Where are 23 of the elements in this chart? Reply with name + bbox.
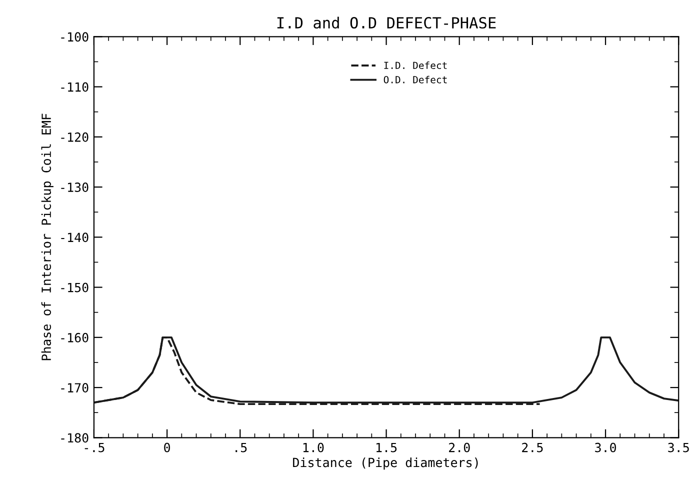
x-tick-label: 2.5 (522, 442, 543, 452)
y-tick-label: -110 (61, 82, 88, 92)
x-tick-label: 3.0 (595, 442, 616, 452)
chart-title: I.D and O.D DEFECT-PHASE (277, 16, 496, 29)
y-tick-label: -180 (61, 433, 88, 443)
y-tick-label: -100 (61, 32, 88, 42)
x-tick-label: 3.5 (668, 442, 689, 452)
x-tick-label: -.5 (84, 442, 104, 452)
y-tick-label: -130 (61, 182, 88, 192)
y-axis-title: Phase of Interior Pickup Coil EMF (41, 114, 54, 360)
y-tick-label: -150 (61, 282, 88, 292)
x-axis-title: Distance (Pipe diameters) (293, 458, 478, 470)
x-tick-label: 0 (164, 442, 170, 452)
y-tick-label: -120 (61, 132, 88, 142)
x-tick-label: 1.0 (303, 442, 324, 452)
legend-label: I.D. Defect (384, 62, 447, 70)
y-tick-label: -140 (61, 232, 88, 242)
y-tick-label: -170 (61, 383, 88, 392)
x-tick-label: .5 (236, 442, 247, 452)
x-tick-label: 1.5 (376, 442, 397, 452)
x-tick-label: 2.0 (449, 442, 470, 452)
y-tick-label: -160 (61, 332, 88, 342)
legend-label: O.D. Defect (384, 76, 447, 84)
